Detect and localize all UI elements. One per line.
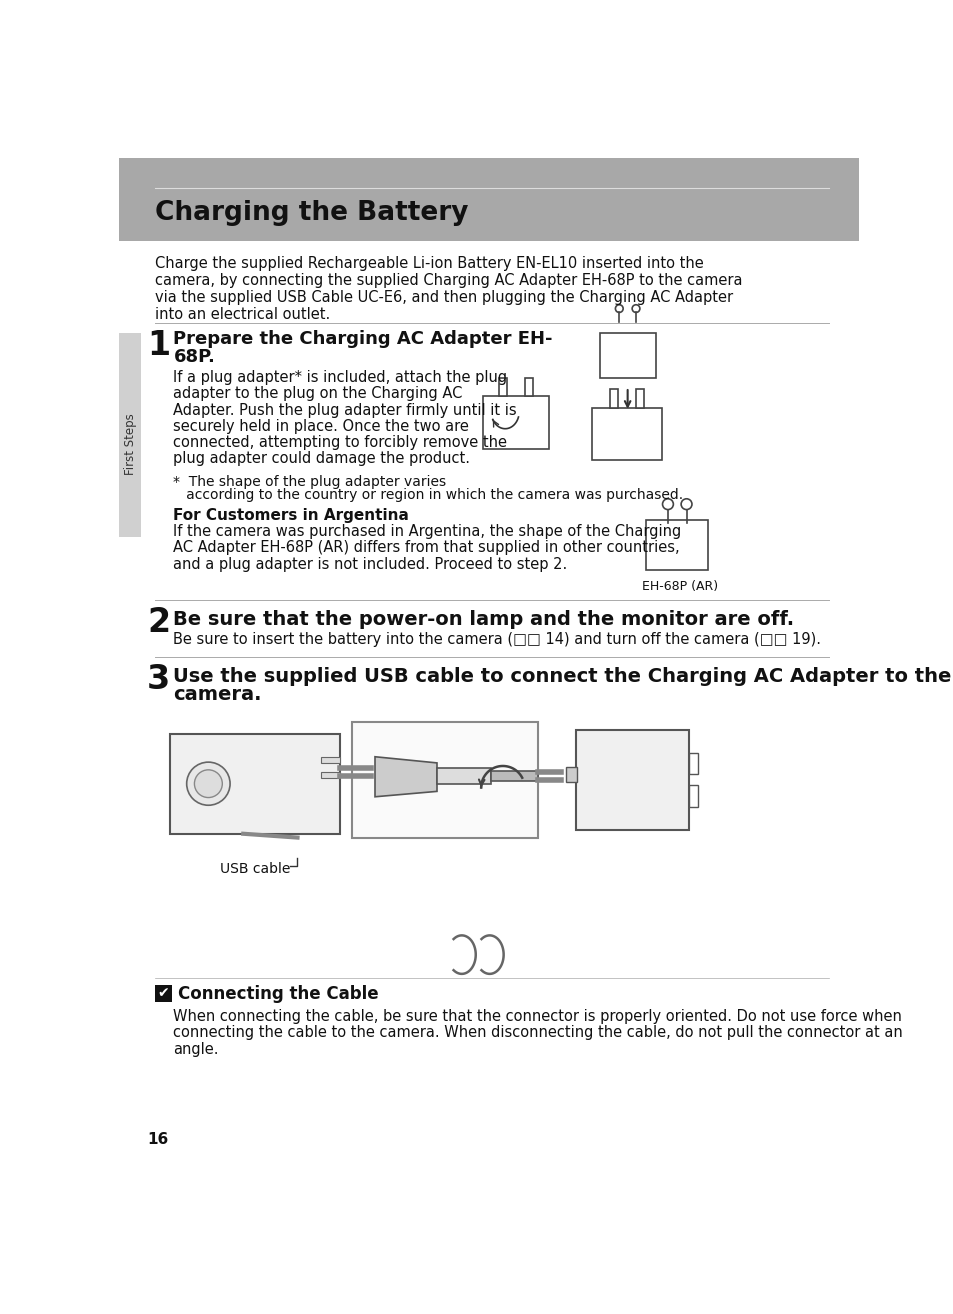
Text: EH-68P (AR): EH-68P (AR) xyxy=(641,579,718,593)
Bar xyxy=(119,334,141,537)
Text: *  The shape of the plug adapter varies: * The shape of the plug adapter varies xyxy=(173,474,446,489)
Bar xyxy=(170,733,340,834)
Text: into an electrical outlet.: into an electrical outlet. xyxy=(154,307,330,322)
Text: Connecting the Cable: Connecting the Cable xyxy=(178,984,378,1003)
Text: Use the supplied USB cable to connect the Charging AC Adapter to the: Use the supplied USB cable to connect th… xyxy=(173,666,951,686)
Circle shape xyxy=(615,305,622,313)
Bar xyxy=(352,723,537,837)
Text: camera, by connecting the supplied Charging AC Adapter EH-68P to the camera: camera, by connecting the supplied Charg… xyxy=(154,273,741,288)
Bar xyxy=(576,729,688,830)
Bar xyxy=(599,334,655,378)
Text: Be sure to insert the battery into the camera (□□ 14) and turn off the camera (□: Be sure to insert the battery into the c… xyxy=(173,632,821,646)
Text: First Steps: First Steps xyxy=(124,413,136,474)
Text: connecting the cable to the camera. When disconnecting the cable, do not pull th: connecting the cable to the camera. When… xyxy=(173,1025,902,1041)
Text: adapter to the plug on the Charging AC: adapter to the plug on the Charging AC xyxy=(173,386,462,401)
Circle shape xyxy=(632,305,639,313)
Bar xyxy=(154,984,172,1001)
Circle shape xyxy=(680,499,691,510)
Text: securely held in place. Once the two are: securely held in place. Once the two are xyxy=(173,419,469,434)
Text: angle.: angle. xyxy=(173,1042,219,1056)
Text: according to the country or region in which the camera was purchased.: according to the country or region in wh… xyxy=(173,487,683,502)
Bar xyxy=(320,773,340,778)
Text: For Customers in Argentina: For Customers in Argentina xyxy=(173,509,409,523)
Text: When connecting the cable, be sure that the connector is properly oriented. Do n: When connecting the cable, be sure that … xyxy=(173,1009,902,1025)
Text: plug adapter could damage the product.: plug adapter could damage the product. xyxy=(173,451,470,466)
Text: 2: 2 xyxy=(147,606,170,639)
Text: Charge the supplied Rechargeable Li-ion Battery EN-EL10 inserted into the: Charge the supplied Rechargeable Li-ion … xyxy=(154,256,703,271)
Polygon shape xyxy=(375,757,436,796)
Bar xyxy=(645,519,707,570)
Text: connected, attempting to forcibly remove the: connected, attempting to forcibly remove… xyxy=(173,435,507,449)
Text: If the camera was purchased in Argentina, the shape of the Charging: If the camera was purchased in Argentina… xyxy=(173,524,681,539)
Bar xyxy=(688,753,698,774)
Bar xyxy=(436,769,491,783)
Text: and a plug adapter is not included. Proceed to step 2.: and a plug adapter is not included. Proc… xyxy=(173,557,567,572)
Bar xyxy=(592,407,661,460)
Text: Charging the Battery: Charging the Battery xyxy=(154,200,468,226)
Text: camera.: camera. xyxy=(173,685,262,704)
Text: 1: 1 xyxy=(147,328,170,361)
Text: Adapter. Push the plug adapter firmly until it is: Adapter. Push the plug adapter firmly un… xyxy=(173,402,517,418)
Text: Be sure that the power-on lamp and the monitor are off.: Be sure that the power-on lamp and the m… xyxy=(173,610,794,628)
Bar xyxy=(119,158,858,240)
Bar xyxy=(491,770,537,782)
Text: AC Adapter EH-68P (AR) differs from that supplied in other countries,: AC Adapter EH-68P (AR) differs from that… xyxy=(173,540,679,556)
Text: via the supplied USB Cable UC-E6, and then plugging the Charging AC Adapter: via the supplied USB Cable UC-E6, and th… xyxy=(154,290,732,305)
Circle shape xyxy=(194,770,222,798)
Bar xyxy=(498,378,506,397)
Text: If a plug adapter* is included, attach the plug: If a plug adapter* is included, attach t… xyxy=(173,371,507,385)
Bar xyxy=(636,389,643,407)
Bar xyxy=(525,378,533,397)
Text: ✔: ✔ xyxy=(157,986,169,1000)
Bar xyxy=(609,389,617,407)
Circle shape xyxy=(661,499,673,510)
Text: USB cable: USB cable xyxy=(220,862,290,876)
Text: 16: 16 xyxy=(147,1131,169,1147)
Bar xyxy=(688,786,698,807)
Bar xyxy=(320,757,340,763)
Text: 68P.: 68P. xyxy=(173,348,215,365)
Text: 3: 3 xyxy=(147,662,171,696)
Bar xyxy=(483,397,549,449)
Circle shape xyxy=(187,762,230,805)
Text: Prepare the Charging AC Adapter EH-: Prepare the Charging AC Adapter EH- xyxy=(173,330,553,348)
Bar xyxy=(565,767,576,782)
